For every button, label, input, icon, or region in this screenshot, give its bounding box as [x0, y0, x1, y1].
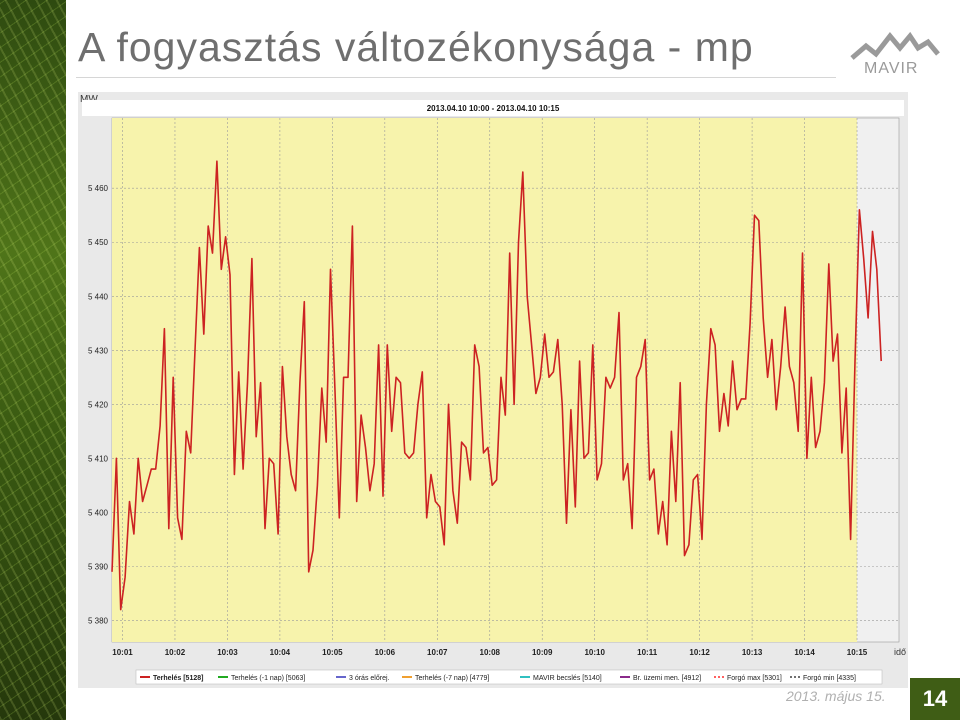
y-tick-label: 5 390 [88, 562, 109, 571]
y-tick-label: 5 450 [88, 238, 109, 247]
legend-item-label: Forgó max [5301] [727, 675, 782, 682]
x-tick-label: 10:06 [375, 648, 396, 657]
legend-item-label: Br. üzemi men. [4912] [633, 675, 701, 682]
legend-item-label: Forgó min [4335] [803, 675, 856, 682]
y-tick-label: 5 400 [88, 508, 109, 517]
legend-item-label: MAVIR becslés [5140] [533, 675, 602, 682]
y-tick-label: 5 380 [88, 616, 109, 625]
x-tick-label: 10:07 [427, 648, 448, 657]
legend-item-label: Terhelés (-7 nap) [4779] [415, 675, 489, 682]
series-layer [111, 160, 882, 611]
x-tick-label: 10:11 [637, 648, 658, 657]
highlight-band [112, 118, 858, 642]
decorative-side-stripe [0, 0, 66, 720]
y-tick-labels: 5 380 5 390 5 400 5 410 5 420 5 430 5 440 5 450… [88, 184, 109, 625]
x-axis-label: idő [894, 647, 906, 657]
mavir-logo-text: MAVIR [864, 60, 919, 77]
x-tick-label: 10:04 [270, 648, 291, 657]
x-tick-label: 10:03 [217, 648, 238, 657]
grid-lines [112, 118, 899, 642]
y-tick-label: 5 440 [88, 292, 109, 301]
x-tick-label: 10:05 [322, 648, 343, 657]
x-tick-labels: 10:01 10:02 10:03 10:04 10:05 10:06 10:07 10:08… [112, 647, 906, 657]
chart: MW 2013.04.10 10:00 - 2013.04.10 10:15 5… [78, 92, 908, 688]
x-tick-label: 10:15 [847, 648, 868, 657]
legend-item-label: Terhelés (-1 nap) [5063] [231, 675, 305, 682]
page-number: 14 [910, 678, 960, 720]
y-tick-label: 5 420 [88, 400, 109, 409]
x-tick-label: 10:09 [532, 648, 553, 657]
x-tick-label: 10:08 [480, 648, 501, 657]
legend-item-label: 3 órás előrej. [349, 675, 390, 682]
x-tick-label: 10:13 [742, 648, 763, 657]
y-tick-label: 5 410 [88, 454, 109, 463]
series-line-terheles [111, 160, 882, 611]
legend-item-label: Terhelés [5128] [153, 675, 203, 682]
x-tick-label: 10:14 [794, 648, 815, 657]
y-axis-label: MW [80, 94, 98, 105]
chart-title-bar [82, 100, 904, 116]
slide-date: 2013. május 15. [786, 688, 886, 704]
y-tick-label: 5 460 [88, 184, 109, 193]
y-tick-label: 5 430 [88, 346, 109, 355]
x-tick-label: 10:12 [689, 648, 710, 657]
legend: Terhelés [5128] Terhelés (-1 nap) [5063] 3… [140, 675, 856, 682]
x-tick-label: 10:01 [112, 648, 133, 657]
slide-title: A fogyasztás változékonysága - mp [78, 24, 754, 70]
title-divider [76, 77, 836, 78]
x-tick-label: 10:10 [584, 648, 605, 657]
chart-title: 2013.04.10 10:00 - 2013.04.10 10:15 [427, 104, 560, 113]
x-tick-label: 10:02 [165, 648, 186, 657]
mavir-logo-icon [850, 31, 940, 60]
legend-box [135, 669, 883, 685]
